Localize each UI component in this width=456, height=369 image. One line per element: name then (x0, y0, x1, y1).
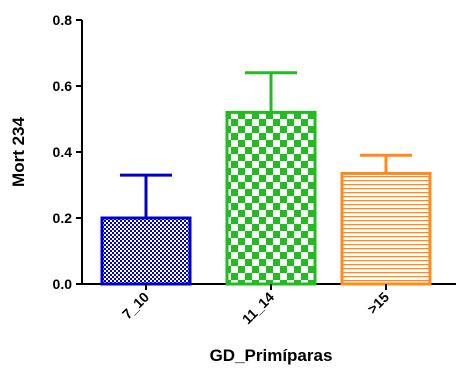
bar-11_14 (225, 110, 317, 286)
x-tick-label: 11_14 (239, 289, 277, 327)
y-tick-label: 0.2 (53, 210, 73, 226)
y-tick-label: 0.8 (53, 12, 73, 28)
x-tick-label: >15 (364, 289, 392, 317)
y-tick-label: 0.4 (53, 144, 73, 160)
y-axis-label: Mort 234 (9, 117, 28, 187)
x-tick-label: 7_10 (119, 289, 152, 322)
y-tick-label: 0.0 (53, 276, 73, 292)
bar-7_10 (100, 216, 192, 286)
bar->15 (340, 171, 432, 286)
y-tick-label: 0.6 (53, 78, 73, 94)
x-axis-label: GD_Primíparas (210, 346, 333, 365)
